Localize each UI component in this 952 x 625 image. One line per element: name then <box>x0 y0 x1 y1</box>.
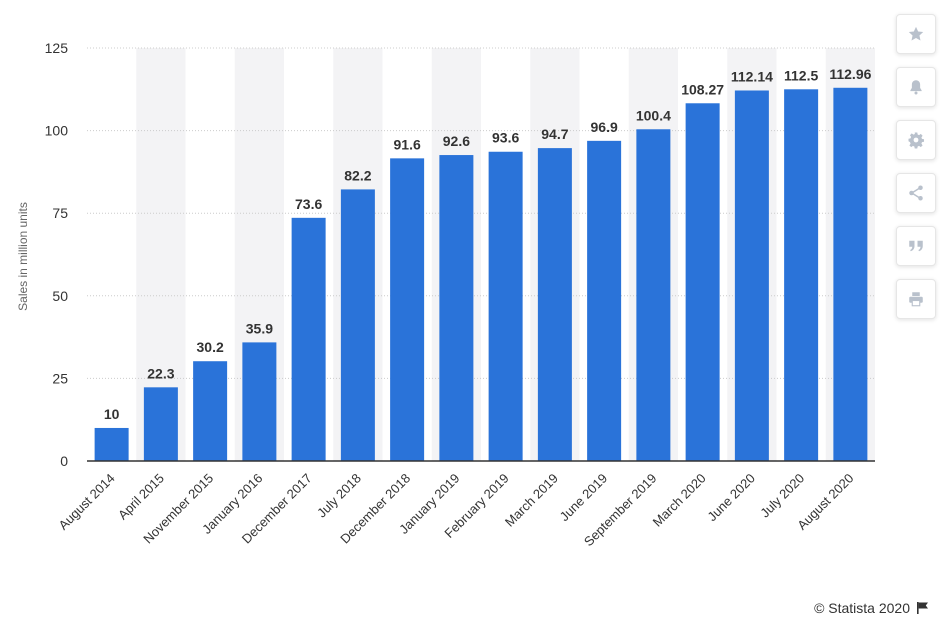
x-tick-label: April 2015 <box>115 471 167 523</box>
data-label: 100.4 <box>636 107 671 123</box>
gear-icon <box>908 132 925 149</box>
x-tick-label: July 2018 <box>314 471 364 521</box>
data-label: 108.27 <box>681 81 724 97</box>
settings-button[interactable] <box>896 120 936 160</box>
bar[interactable] <box>488 151 523 461</box>
share-icon <box>909 185 923 201</box>
bar[interactable] <box>734 90 769 461</box>
x-tick-label: March 2019 <box>502 471 561 530</box>
data-label: 112.5 <box>784 67 818 83</box>
share-button[interactable] <box>896 173 936 213</box>
y-tick-label: 125 <box>45 40 69 56</box>
data-label: 94.7 <box>541 126 568 142</box>
y-tick-label: 50 <box>52 288 68 304</box>
bar[interactable] <box>439 155 474 461</box>
data-label: 35.9 <box>246 320 273 336</box>
quote-icon <box>909 240 923 252</box>
favorite-button[interactable] <box>896 14 936 54</box>
bar[interactable] <box>587 140 622 461</box>
print-icon <box>909 292 923 307</box>
bar[interactable] <box>537 148 572 461</box>
bar[interactable] <box>193 361 228 461</box>
bar[interactable] <box>636 129 671 462</box>
data-label: 30.2 <box>197 339 224 355</box>
bar[interactable] <box>94 427 129 461</box>
data-label: 82.2 <box>344 167 371 183</box>
bar[interactable] <box>143 387 178 461</box>
cite-button[interactable] <box>896 226 936 266</box>
grid-lines <box>87 47 875 379</box>
data-label: 10 <box>104 406 120 422</box>
data-label: 92.6 <box>443 133 470 149</box>
data-label: 112.14 <box>731 68 773 84</box>
bar[interactable] <box>784 89 819 462</box>
y-tick-label: 75 <box>52 205 68 221</box>
bell-icon <box>910 80 922 95</box>
bar[interactable] <box>685 103 720 462</box>
x-tick-label: July 2020 <box>757 471 807 521</box>
notification-button[interactable] <box>896 67 936 107</box>
y-axis-ticks: 0 25 50 75 100 125 <box>45 40 69 469</box>
credit-text: © Statista 2020 <box>814 600 910 616</box>
bar[interactable] <box>291 217 326 461</box>
bar[interactable] <box>390 158 425 461</box>
print-button[interactable] <box>896 279 936 319</box>
copyright-credit[interactable]: © Statista 2020 <box>814 600 930 616</box>
y-tick-label: 25 <box>52 370 68 386</box>
data-labels: 10 22.3 30.2 35.9 73.6 82.2 91.6 92.6 93.6 94.7 96… <box>104 66 872 422</box>
bar[interactable] <box>242 342 277 461</box>
data-label: 112.96 <box>829 66 871 82</box>
data-label: 96.9 <box>591 119 618 135</box>
x-tick-label: March 2020 <box>650 471 709 530</box>
y-tick-label: 0 <box>60 453 68 469</box>
x-tick-label: August 2014 <box>56 471 118 533</box>
data-label: 91.6 <box>394 136 421 152</box>
data-label: 22.3 <box>147 365 174 381</box>
bars <box>94 87 868 462</box>
y-axis-title: Sales in million units <box>16 202 30 311</box>
toolbar <box>896 14 938 332</box>
data-label: 93.6 <box>492 130 519 146</box>
bar[interactable] <box>833 87 868 462</box>
flag-icon <box>917 602 928 614</box>
x-tick-label: June 2020 <box>704 471 758 525</box>
y-tick-label: 100 <box>45 123 69 139</box>
bar[interactable] <box>340 189 375 461</box>
star-icon <box>908 26 924 41</box>
data-label: 73.6 <box>295 196 322 212</box>
